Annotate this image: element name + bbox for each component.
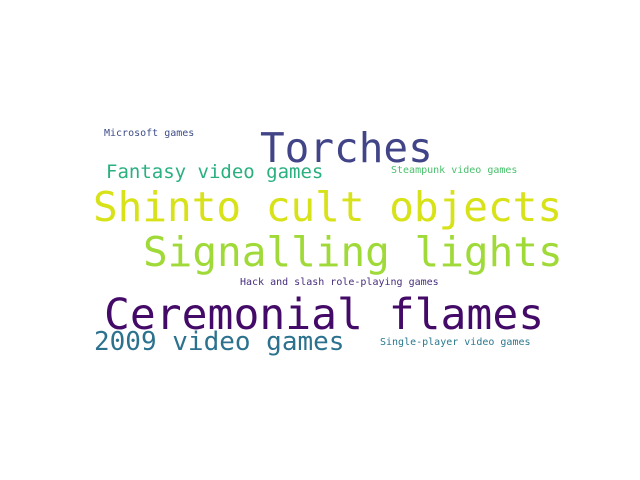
word-torches: Torches bbox=[260, 124, 433, 172]
word-hack-and-slash-rpg: Hack and slash role-playing games bbox=[240, 277, 439, 288]
word-2009-video-games: 2009 video games bbox=[94, 327, 345, 357]
word-ceremonial-flames: Ceremonial flames bbox=[104, 290, 545, 340]
word-steampunk-video-games: Steampunk video games bbox=[391, 165, 518, 176]
word-shinto-cult-objects: Shinto cult objects bbox=[93, 183, 562, 231]
word-microsoft-games: Microsoft games bbox=[104, 128, 195, 139]
word-signalling-lights: Signalling lights bbox=[143, 228, 563, 276]
word-single-player-video-games: Single-player video games bbox=[380, 337, 531, 348]
word-fantasy-video-games: Fantasy video games bbox=[106, 161, 324, 183]
